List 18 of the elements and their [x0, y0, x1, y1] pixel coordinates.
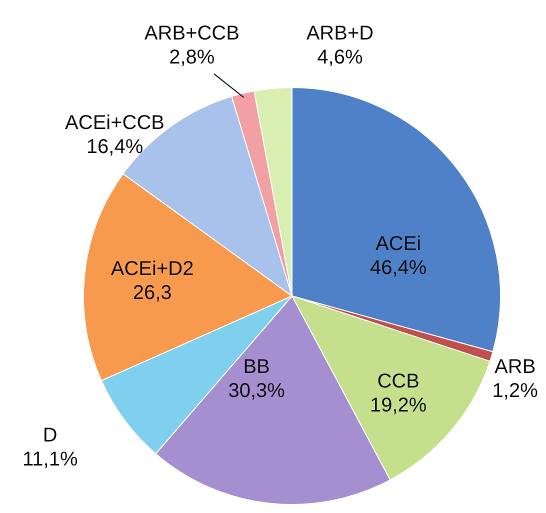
data-label: 26,3	[132, 282, 172, 304]
slice-label: ARB+D	[306, 22, 374, 44]
data-label: 19,2%	[370, 394, 427, 417]
data-label: 4,6%	[317, 46, 363, 68]
data-label: 11,1%	[22, 448, 78, 471]
slice-label: ACEi	[376, 232, 422, 255]
data-label: 46,4%	[370, 256, 427, 279]
slice-label: ACEi+D2	[110, 258, 194, 280]
slice-label: CCB	[377, 370, 420, 393]
data-label: 16,4%	[86, 136, 144, 158]
data-label: 30,3%	[228, 380, 286, 402]
slice-label: ARB	[494, 356, 536, 378]
data-label: 1,2%	[492, 380, 538, 402]
slice-label: ACEi+CCB	[65, 112, 165, 134]
slice-label: D	[42, 424, 58, 447]
slice-label: ARB+CCB	[144, 22, 240, 44]
data-label: 2,8%	[169, 46, 215, 68]
slice-label: BB	[243, 356, 270, 378]
